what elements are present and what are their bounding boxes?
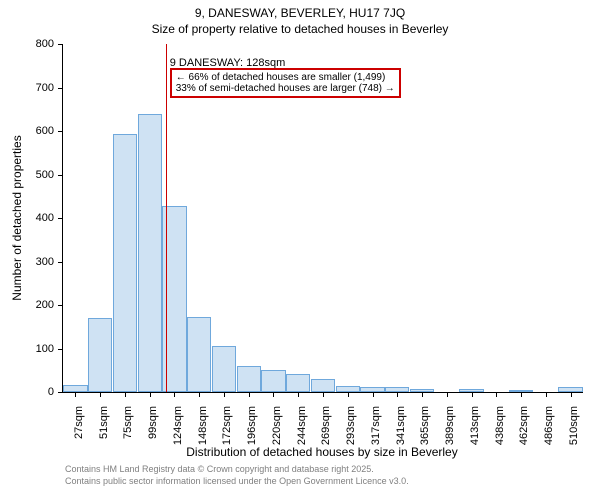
xtick-label: 269sqm: [320, 406, 332, 445]
reference-box: ← 66% of detached houses are smaller (1,…: [170, 68, 401, 98]
xtick-mark: [348, 392, 349, 397]
xtick-mark: [571, 392, 572, 397]
histogram-bar: [138, 114, 162, 392]
xtick-label: 196sqm: [246, 406, 258, 445]
xtick-mark: [447, 392, 448, 397]
ytick-mark: [58, 305, 63, 306]
xtick-label: 486sqm: [543, 406, 555, 445]
ytick-mark: [58, 218, 63, 219]
y-axis-title: Number of detached properties: [10, 135, 24, 300]
xtick-label: 124sqm: [172, 406, 184, 445]
xtick-mark: [125, 392, 126, 397]
xtick-mark: [273, 392, 274, 397]
xtick-mark: [174, 392, 175, 397]
xtick-label: 462sqm: [518, 406, 530, 445]
histogram-bar: [237, 366, 261, 392]
xtick-mark: [397, 392, 398, 397]
ytick-label: 500: [0, 169, 54, 181]
xtick-mark: [249, 392, 250, 397]
reference-box-line: 33% of semi-detached houses are larger (…: [176, 83, 395, 94]
xtick-mark: [75, 392, 76, 397]
ytick-label: 400: [0, 212, 54, 224]
ytick-label: 0: [0, 386, 54, 398]
xtick-mark: [422, 392, 423, 397]
ytick-mark: [58, 262, 63, 263]
ytick-mark: [58, 44, 63, 45]
xtick-label: 244sqm: [296, 406, 308, 445]
footnote-1: Contains HM Land Registry data © Crown c…: [65, 464, 374, 474]
xtick-label: 510sqm: [568, 406, 580, 445]
ytick-label: 300: [0, 256, 54, 268]
histogram-bar: [187, 317, 211, 392]
xtick-mark: [472, 392, 473, 397]
xtick-label: 172sqm: [221, 406, 233, 445]
plot-area: 9 DANESWAY: 128sqm← 66% of detached hous…: [62, 44, 583, 393]
xtick-label: 99sqm: [147, 406, 159, 439]
ytick-label: 100: [0, 343, 54, 355]
xtick-mark: [100, 392, 101, 397]
xtick-label: 27sqm: [73, 406, 85, 439]
histogram-bar: [212, 346, 236, 392]
histogram-bar: [63, 385, 87, 392]
xtick-label: 220sqm: [271, 406, 283, 445]
ytick-mark: [58, 175, 63, 176]
ytick-mark: [58, 349, 63, 350]
x-axis-title: Distribution of detached houses by size …: [62, 445, 582, 459]
xtick-label: 293sqm: [345, 406, 357, 445]
ytick-label: 200: [0, 299, 54, 311]
xtick-label: 389sqm: [444, 406, 456, 445]
xtick-mark: [224, 392, 225, 397]
xtick-label: 341sqm: [395, 406, 407, 445]
xtick-label: 148sqm: [197, 406, 209, 445]
ytick-label: 700: [0, 82, 54, 94]
chart-title-line1: 9, DANESWAY, BEVERLEY, HU17 7JQ: [0, 6, 600, 20]
reference-box-line: ← 66% of detached houses are smaller (1,…: [176, 72, 395, 83]
xtick-mark: [323, 392, 324, 397]
xtick-label: 438sqm: [494, 406, 506, 445]
chart-title-line2: Size of property relative to detached ho…: [0, 22, 600, 36]
xtick-label: 75sqm: [122, 406, 134, 439]
histogram-bar: [113, 134, 137, 392]
xtick-mark: [373, 392, 374, 397]
histogram-bar: [88, 318, 112, 392]
ytick-mark: [58, 131, 63, 132]
ytick-mark: [58, 88, 63, 89]
xtick-mark: [521, 392, 522, 397]
xtick-mark: [496, 392, 497, 397]
xtick-mark: [199, 392, 200, 397]
histogram-bar: [286, 374, 310, 392]
xtick-label: 317sqm: [370, 406, 382, 445]
ytick-mark: [58, 392, 63, 393]
histogram-bar: [311, 379, 335, 392]
xtick-mark: [298, 392, 299, 397]
xtick-label: 413sqm: [469, 406, 481, 445]
histogram-bar: [261, 370, 285, 392]
xtick-mark: [546, 392, 547, 397]
footnote-2: Contains public sector information licen…: [65, 476, 409, 486]
xtick-mark: [150, 392, 151, 397]
ytick-label: 800: [0, 38, 54, 50]
xtick-label: 51sqm: [98, 406, 110, 439]
ytick-label: 600: [0, 125, 54, 137]
xtick-label: 365sqm: [419, 406, 431, 445]
reference-line: [166, 44, 167, 392]
